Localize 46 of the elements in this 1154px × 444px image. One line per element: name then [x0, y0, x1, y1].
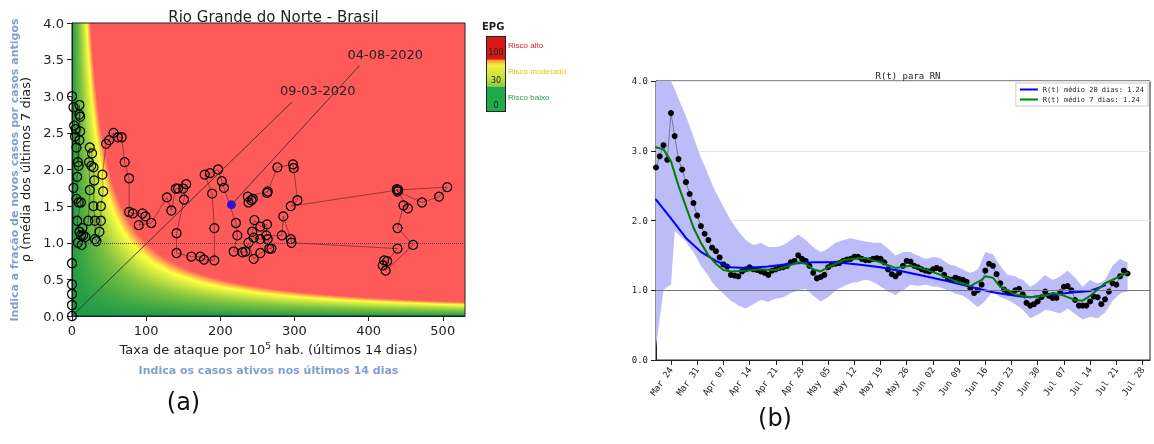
text: Risco baixo — [508, 93, 550, 103]
x-tick-label: Jun 16 — [962, 365, 990, 398]
y-tick-label: 0.0 — [43, 308, 64, 324]
text: 30 — [489, 75, 503, 85]
x-tick-label: 100 — [133, 323, 159, 338]
annotation: 04-08-2020 — [347, 46, 423, 62]
x-tick-label: 0 — [67, 323, 77, 338]
x-tick-label: Jun 30 — [1014, 365, 1042, 398]
y-tick-label: 3.5 — [43, 52, 64, 68]
chart-title: R(t) para RN — [875, 70, 941, 81]
y-tick-label: 4.0 — [43, 15, 64, 31]
y-tick-label: 1.0 — [631, 285, 648, 296]
text: Indica os casos ativos nos últimos 14 dias — [138, 364, 399, 377]
x-tick-label: 200 — [207, 323, 233, 338]
x-tick-label: 500 — [430, 323, 456, 338]
x-tick-label: 300 — [282, 323, 307, 338]
y-tick-label: 1.0 — [43, 235, 64, 251]
y-tick-label: 3.0 — [43, 88, 64, 104]
x-tick-label: 400 — [356, 323, 382, 338]
text: 0 — [492, 101, 500, 110]
y-tick-label: 4.0 — [631, 76, 648, 86]
text: Risco moderado — [508, 66, 567, 76]
x-tick-label: Jun 09 — [936, 365, 964, 398]
annotation: 09-03-2020 — [280, 83, 356, 98]
x-tick-label: Jul 28 — [1119, 365, 1147, 398]
text: (a) — [166, 388, 201, 416]
y-tick-label: 2.0 — [43, 162, 64, 177]
color-bar-title: EPG — [482, 21, 505, 32]
text: 100 — [487, 47, 505, 57]
y-tick-label: 2.0 — [631, 215, 648, 226]
text: (b) — [758, 404, 792, 432]
x-tick-label: Jul 21 — [1093, 365, 1121, 398]
x-tick-label: Jun 02 — [910, 365, 938, 398]
y-tick-label: 3.0 — [631, 145, 648, 156]
text: Indica a fração de novos casos por casos antigos — [7, 17, 21, 322]
x-tick-label: May 05 — [805, 365, 833, 398]
y-tick-label: 0.0 — [631, 355, 648, 365]
y-tick-label: 1.5 — [43, 198, 64, 214]
x-tick-label: May 12 — [831, 365, 859, 398]
x-tick-label: Jul 14 — [1067, 365, 1095, 398]
y-tick-label: 2.5 — [43, 125, 64, 141]
y-tick-label: 0.5 — [43, 271, 64, 287]
x-tick-label: Jun 23 — [988, 365, 1016, 398]
text: Risco alto — [508, 41, 544, 51]
chart-title: Rio Grande do Norte - Brasil — [168, 7, 379, 26]
x-tick-label: Jul 07 — [1041, 365, 1069, 398]
